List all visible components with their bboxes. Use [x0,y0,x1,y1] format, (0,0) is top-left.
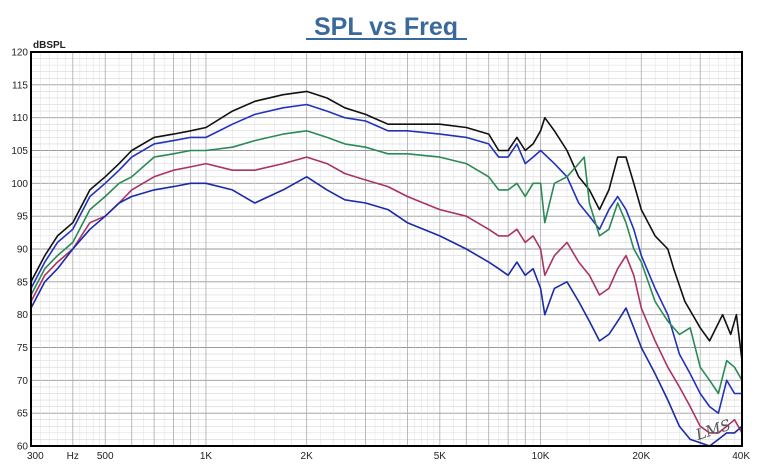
y-tick-label: 85 [17,277,29,288]
plot-frame [30,51,743,447]
y-tick-labels: 60 65 70 75 80 85 90 95 100 105 110 115 120 [11,48,28,453]
series-line-4 [30,156,743,434]
y-tick-label: 115 [12,80,28,91]
x-tick-label: 20K [632,451,650,462]
x-tick-label: 2K [301,451,314,462]
x-tick-label: 5K [434,451,447,462]
x-tick-label: 500 [97,451,114,462]
x-tick-label: 300 [27,451,44,462]
x-tick-labels: 300 Hz 500 1K 2K 5K 10K 20K 40K [27,451,750,462]
y-tick-label: 110 [12,113,28,124]
y-tick-label: 100 [11,179,28,190]
y-tick-label: 80 [17,310,29,321]
y-tick-label: 90 [17,245,29,256]
series-line-5 [30,176,743,447]
x-tick-label: 1K [200,451,213,462]
series-line-1 [30,90,743,361]
series-lines [30,90,743,447]
x-tick-label: 40K [732,451,750,462]
series-line-2 [30,103,742,414]
y-tick-label: 95 [17,212,29,223]
y-axis-unit-label: dBSPL [33,40,66,51]
y-tick-label: 75 [17,343,29,354]
x-tick-label: Hz [67,451,79,462]
lms-logo: LMS [693,416,733,444]
y-tick-label: 120 [11,48,28,59]
grid [31,52,742,446]
lms-logo-text: LMS [693,416,733,444]
y-tick-label: 60 [17,442,29,453]
y-tick-label: 105 [11,146,28,157]
chart-title: SPL vs Freq [314,13,458,41]
x-tick-label: 10K [532,451,550,462]
series-line-3 [30,130,743,395]
y-tick-label: 65 [17,409,29,420]
y-tick-label: 70 [17,376,29,387]
